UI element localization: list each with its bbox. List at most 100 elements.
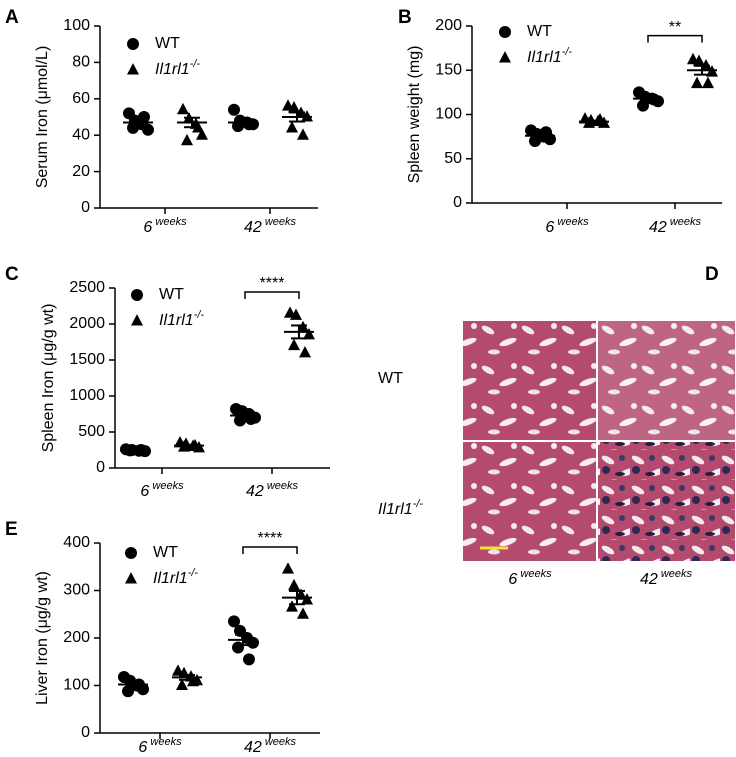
x-tick-label: 42 weeks bbox=[244, 216, 297, 236]
significance-label: ** bbox=[669, 19, 681, 36]
y-tick-label: 150 bbox=[435, 61, 462, 78]
y-tick-label: 300 bbox=[63, 582, 90, 599]
column-label: 6 weeks bbox=[508, 568, 552, 588]
data-point bbox=[288, 578, 300, 591]
chart-panel: C 0 500 1000 1500 2000 2500 Spleen Iron (μg/g w… bbox=[5, 264, 330, 500]
data-point bbox=[282, 562, 294, 574]
y-tick-label: 2000 bbox=[69, 315, 105, 332]
data-point bbox=[693, 54, 705, 66]
micrograph bbox=[463, 442, 596, 561]
data-point bbox=[301, 110, 313, 122]
data-point bbox=[176, 678, 188, 691]
y-axis-label: Serum Iron (μmol/L) bbox=[34, 46, 51, 189]
data-point bbox=[301, 593, 313, 605]
data-point bbox=[181, 133, 193, 146]
y-tick-label: 500 bbox=[78, 423, 105, 440]
legend-label: WT bbox=[155, 35, 180, 52]
data-point bbox=[637, 99, 649, 112]
y-tick-label: 400 bbox=[63, 534, 90, 551]
y-axis-label: Liver Iron (μg/g wt) bbox=[34, 571, 51, 705]
y-tick-label: 60 bbox=[72, 90, 90, 107]
row-label: Il1rl1-/- bbox=[378, 498, 423, 518]
y-tick-label: 100 bbox=[63, 677, 90, 694]
y-tick-label: 20 bbox=[72, 163, 90, 180]
panel-letter: E bbox=[5, 519, 18, 540]
data-point bbox=[177, 102, 189, 115]
legend-label: Il1rl1-/- bbox=[159, 309, 204, 329]
data-point bbox=[131, 314, 143, 326]
data-point bbox=[288, 338, 300, 351]
data-point bbox=[303, 327, 315, 340]
data-point bbox=[499, 26, 511, 38]
y-tick-label: 1500 bbox=[69, 351, 105, 368]
y-tick-label: 80 bbox=[72, 54, 90, 71]
data-point bbox=[131, 289, 143, 301]
data-point bbox=[297, 607, 309, 619]
histology-panel: D WT Il1rl1-/- 6 weeks 42 weeks bbox=[378, 264, 735, 588]
chart-panel: E 0 100 200 300 400 Liver Iron (μg/g wt) 6 week… bbox=[5, 519, 320, 756]
x-tick-label: 42 weeks bbox=[246, 480, 299, 500]
data-point bbox=[228, 615, 240, 628]
significance-bracket bbox=[647, 34, 703, 43]
y-tick-label: 0 bbox=[81, 724, 90, 741]
data-point bbox=[702, 76, 714, 89]
chart-panel: A 0 20 40 60 80 100 Serum Iron (μmol/L) 6 weeks 4… bbox=[5, 7, 318, 236]
row-label: WT bbox=[378, 370, 403, 387]
data-point bbox=[196, 128, 208, 140]
y-tick-label: 100 bbox=[63, 17, 90, 34]
legend-label: WT bbox=[159, 286, 184, 303]
x-tick-label: 6 weeks bbox=[545, 216, 589, 236]
y-axis-label: Spleen weight (mg) bbox=[406, 46, 423, 184]
significance-label: **** bbox=[258, 530, 283, 547]
panel-letter: C bbox=[5, 264, 19, 285]
y-axis-label: Spleen Iron (μg/g wt) bbox=[40, 304, 57, 453]
micrograph bbox=[598, 442, 735, 561]
data-point bbox=[125, 572, 137, 584]
data-point bbox=[142, 123, 154, 136]
data-point bbox=[138, 111, 150, 123]
data-point bbox=[228, 103, 240, 116]
legend-label: WT bbox=[153, 544, 178, 561]
significance-bracket bbox=[244, 291, 300, 299]
panel-letter: D bbox=[705, 264, 719, 285]
y-tick-label: 50 bbox=[444, 150, 462, 167]
y-tick-label: 200 bbox=[435, 17, 462, 34]
x-tick-label: 6 weeks bbox=[138, 736, 182, 756]
data-point bbox=[286, 121, 298, 133]
data-point bbox=[243, 653, 255, 666]
y-tick-label: 0 bbox=[96, 459, 105, 476]
x-tick-label: 6 weeks bbox=[143, 216, 187, 236]
legend-label: Il1rl1-/- bbox=[527, 46, 572, 66]
data-point bbox=[247, 636, 259, 649]
data-point bbox=[288, 101, 300, 113]
chart-panel: B 0 50 100 150 200 Spleen weight (mg) 6 weeks 42… bbox=[398, 7, 722, 236]
panel-letter: B bbox=[398, 7, 412, 28]
x-tick-label: 42 weeks bbox=[244, 736, 297, 756]
x-tick-label: 42 weeks bbox=[649, 216, 702, 236]
data-point bbox=[297, 128, 309, 140]
y-tick-label: 2500 bbox=[69, 279, 105, 296]
panel-letter: A bbox=[5, 7, 19, 28]
legend-label: Il1rl1-/- bbox=[153, 567, 198, 587]
legend-label: WT bbox=[527, 23, 552, 40]
data-point bbox=[127, 63, 139, 75]
significance-label: **** bbox=[260, 275, 285, 292]
data-point bbox=[290, 308, 302, 320]
y-tick-label: 0 bbox=[81, 199, 90, 216]
data-point bbox=[691, 76, 703, 89]
data-point bbox=[299, 345, 311, 358]
data-point bbox=[122, 685, 134, 698]
significance-bracket bbox=[242, 546, 298, 554]
data-point bbox=[286, 600, 298, 612]
y-tick-label: 100 bbox=[435, 106, 462, 123]
legend-label: Il1rl1-/- bbox=[155, 58, 200, 78]
data-point bbox=[127, 38, 139, 50]
y-tick-label: 40 bbox=[72, 126, 90, 143]
y-tick-label: 1000 bbox=[69, 387, 105, 404]
y-tick-label: 0 bbox=[453, 194, 462, 211]
data-point bbox=[499, 51, 511, 63]
y-tick-label: 200 bbox=[63, 629, 90, 646]
micrograph bbox=[598, 321, 735, 440]
x-tick-label: 6 weeks bbox=[140, 480, 184, 500]
